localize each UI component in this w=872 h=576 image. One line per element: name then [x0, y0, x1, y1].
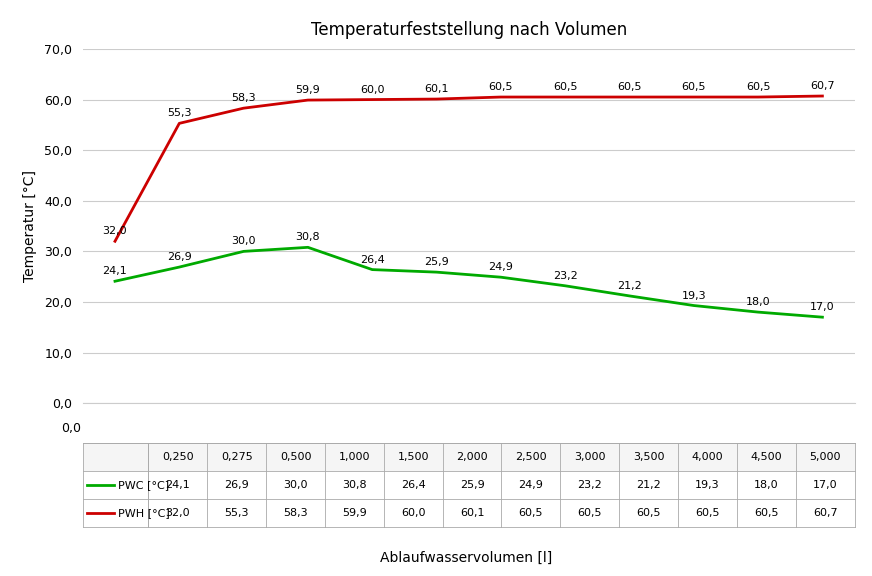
Text: 26,9: 26,9: [224, 480, 249, 490]
Text: 17,0: 17,0: [810, 302, 835, 312]
Text: 25,9: 25,9: [424, 257, 449, 267]
Text: 24,1: 24,1: [166, 480, 190, 490]
Text: 24,9: 24,9: [519, 480, 543, 490]
Text: 23,2: 23,2: [553, 271, 577, 281]
Text: 60,5: 60,5: [617, 82, 642, 92]
Text: 30,8: 30,8: [342, 480, 367, 490]
Text: 4,500: 4,500: [751, 452, 782, 462]
Text: 60,5: 60,5: [754, 508, 779, 518]
Text: 3,000: 3,000: [574, 452, 605, 462]
Text: 60,1: 60,1: [425, 84, 449, 94]
Title: Temperaturfeststellung nach Volumen: Temperaturfeststellung nach Volumen: [310, 21, 627, 39]
Text: 0,0: 0,0: [61, 422, 81, 435]
Text: 30,8: 30,8: [296, 232, 320, 242]
Text: 19,3: 19,3: [682, 290, 706, 301]
Text: 18,0: 18,0: [754, 480, 779, 490]
Y-axis label: Temperatur [°C]: Temperatur [°C]: [24, 170, 37, 282]
Text: 30,0: 30,0: [231, 236, 255, 247]
Text: 60,5: 60,5: [577, 508, 602, 518]
Text: 18,0: 18,0: [746, 297, 770, 307]
Text: 60,5: 60,5: [519, 508, 543, 518]
Text: 32,0: 32,0: [166, 508, 190, 518]
Text: PWH [°C]: PWH [°C]: [118, 508, 169, 518]
Text: Ablaufwasservolumen [l]: Ablaufwasservolumen [l]: [380, 551, 553, 564]
Text: 1,000: 1,000: [338, 452, 370, 462]
Text: 60,5: 60,5: [488, 82, 513, 92]
Text: 60,5: 60,5: [553, 82, 577, 92]
Text: 4,000: 4,000: [691, 452, 723, 462]
Text: 60,5: 60,5: [682, 82, 706, 92]
Text: 60,0: 60,0: [360, 85, 385, 94]
Text: 60,1: 60,1: [460, 508, 484, 518]
Text: 26,4: 26,4: [360, 255, 385, 264]
Bar: [83, 443, 855, 471]
Text: 24,1: 24,1: [103, 266, 127, 276]
Text: 24,9: 24,9: [488, 262, 514, 272]
Text: 25,9: 25,9: [460, 480, 485, 490]
Text: 55,3: 55,3: [167, 108, 192, 119]
Text: 60,0: 60,0: [401, 508, 426, 518]
Text: 55,3: 55,3: [224, 508, 249, 518]
Text: 21,2: 21,2: [637, 480, 661, 490]
Text: 0,250: 0,250: [162, 452, 194, 462]
Text: 32,0: 32,0: [103, 226, 127, 236]
Text: 2,500: 2,500: [515, 452, 547, 462]
Text: 0,275: 0,275: [221, 452, 253, 462]
Text: 2,000: 2,000: [456, 452, 488, 462]
Text: 60,5: 60,5: [637, 508, 661, 518]
Text: 30,0: 30,0: [283, 480, 308, 490]
Text: 58,3: 58,3: [231, 93, 255, 103]
Bar: [83, 499, 855, 527]
Text: 58,3: 58,3: [283, 508, 308, 518]
Text: 60,5: 60,5: [695, 508, 719, 518]
Text: 23,2: 23,2: [577, 480, 603, 490]
Text: 21,2: 21,2: [617, 281, 642, 291]
Bar: [83, 471, 855, 499]
Text: 1,500: 1,500: [398, 452, 429, 462]
Text: 26,4: 26,4: [401, 480, 426, 490]
Text: PWC [°C]: PWC [°C]: [118, 480, 168, 490]
Text: 60,7: 60,7: [810, 81, 835, 91]
Text: 5,000: 5,000: [809, 452, 841, 462]
Text: 59,9: 59,9: [296, 85, 320, 95]
Text: 60,5: 60,5: [746, 82, 770, 92]
Text: 59,9: 59,9: [342, 508, 367, 518]
Text: 17,0: 17,0: [813, 480, 837, 490]
Text: 19,3: 19,3: [695, 480, 719, 490]
Text: 0,500: 0,500: [280, 452, 311, 462]
Text: 60,7: 60,7: [813, 508, 837, 518]
Text: 3,500: 3,500: [633, 452, 664, 462]
Text: 26,9: 26,9: [167, 252, 192, 262]
